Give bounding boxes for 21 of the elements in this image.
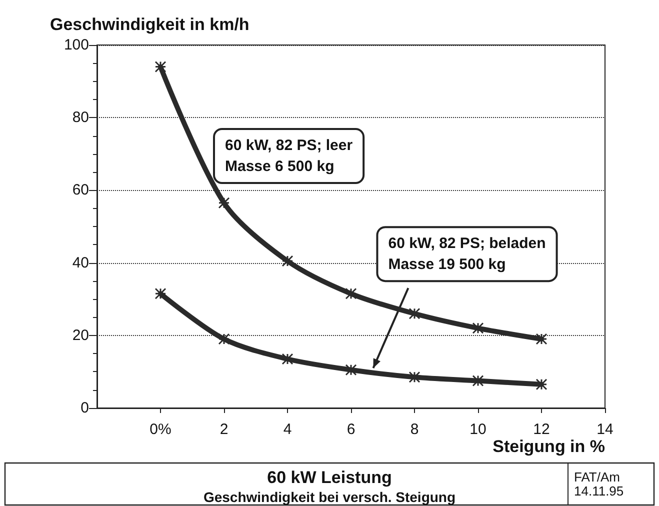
- y-tick-label: 40: [72, 254, 89, 272]
- x-tick-label: 2: [220, 421, 228, 438]
- y-tick-label: 80: [72, 109, 89, 126]
- y-tick-label: 20: [72, 326, 89, 344]
- y-tick-label: 100: [64, 36, 89, 54]
- x-tick-label: 4: [283, 421, 292, 438]
- x-axis-title: Steigung in %: [492, 437, 605, 456]
- x-tick-label: 0%: [150, 421, 172, 438]
- y-axis-title: Geschwindigkeit in km/h: [50, 15, 250, 34]
- text: Geschwindigkeit bei versch. Steigung: [203, 489, 456, 505]
- x-tick-label: 12: [533, 421, 550, 438]
- annotation: 60 kW, 82 PS; beladen Masse 19 500 kg: [388, 235, 546, 274]
- y-tick-label: 0: [80, 400, 89, 416]
- annotation: 60 kW, 82 PS; leer Masse 6 500 kg: [225, 137, 353, 175]
- x-tick-label: 8: [410, 421, 419, 438]
- x-tick-label: 6: [346, 421, 356, 438]
- y-tick-label: 60: [72, 182, 89, 199]
- x-tick-label: 14: [596, 421, 614, 438]
- text: 60 kW Leistung: [267, 468, 392, 487]
- text: FAT/Am 14.11.95: [574, 470, 624, 498]
- x-tick-label: 10: [470, 421, 486, 438]
